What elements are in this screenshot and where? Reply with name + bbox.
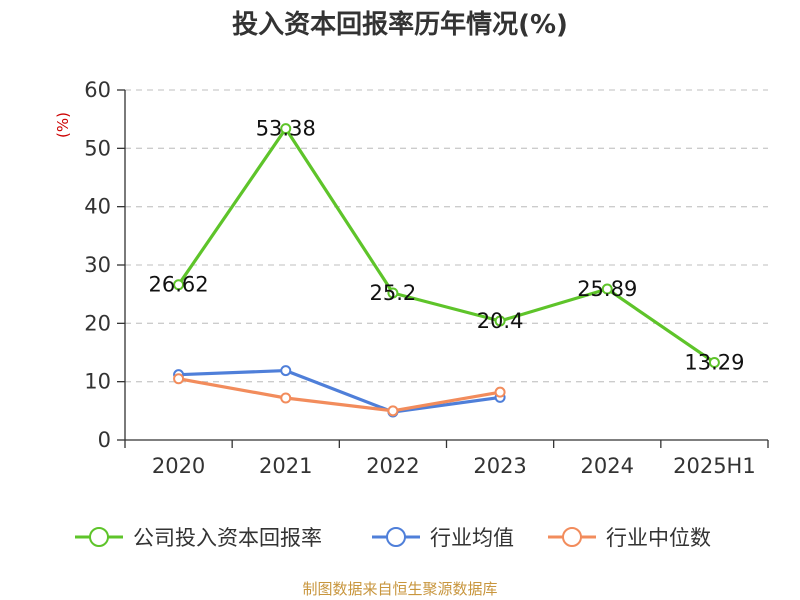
y-tick-label-30: 30	[84, 253, 111, 277]
series-line-0	[177, 127, 716, 364]
grid-lines	[125, 89, 768, 383]
series-point-0-3	[494, 315, 506, 327]
x-tick-label-2020: 2020	[152, 454, 205, 478]
legend-marker-2	[562, 527, 582, 547]
series-point-0-0	[173, 279, 185, 291]
data-label-2024: 25.89	[577, 277, 637, 301]
data-label-2020: 26.62	[149, 273, 209, 297]
series-layer	[173, 123, 720, 418]
series-point-2-1	[280, 392, 292, 404]
y-tick-label-10: 10	[84, 370, 111, 394]
x-tick-label-2022: 2022	[366, 454, 419, 478]
x-tick-label-2025H1: 2025H1	[673, 454, 756, 478]
y-tick-label-40: 40	[84, 195, 111, 219]
y-tick-label-50: 50	[84, 136, 111, 160]
series-point-2-3	[494, 386, 506, 398]
series-point-2-2	[387, 405, 399, 417]
series-point-0-4	[601, 283, 613, 295]
legend-label-0: 公司投入资本回报率	[133, 526, 322, 550]
series-point-0-1	[280, 123, 292, 135]
data-label-2025H1: 13.29	[684, 350, 744, 374]
legend-label-1: 行业均值	[430, 526, 514, 550]
y-tick-label-60: 60	[84, 78, 111, 102]
data-label-2022: 25.2	[370, 281, 417, 305]
y-axis-unit: (%)	[54, 112, 72, 138]
series-line-2	[178, 377, 501, 413]
axes: 0 10 20 30 40 50 60 2020 2021 2022 2023 2024 2025H1	[84, 78, 769, 478]
x-tick-label-2024: 2024	[581, 454, 634, 478]
data-label-2023: 20.4	[477, 309, 524, 333]
y-tick-label-20: 20	[84, 311, 111, 335]
series-line-1	[178, 368, 501, 414]
legend-marker-1	[386, 527, 406, 547]
series-point-0-5	[708, 356, 720, 368]
series-point-0-2	[387, 287, 399, 299]
source-note: 制图数据来自恒生聚源数据库	[302, 580, 497, 598]
data-label-2021: 53.38	[256, 117, 316, 141]
data-labels: 26.62 53.38 25.2 20.4 25.89 13.29	[149, 117, 745, 375]
legend-label-2: 行业中位数	[606, 526, 711, 550]
legend: 公司投入资本回报率 行业均值 行业中位数	[75, 526, 711, 550]
chart-title: 投入资本回报率历年情况(%)	[232, 9, 568, 40]
x-tick-label-2023: 2023	[473, 454, 526, 478]
legend-marker-0	[89, 527, 109, 547]
series-point-1-1	[280, 365, 292, 377]
y-tick-label-0: 0	[98, 428, 111, 452]
x-tick-label-2021: 2021	[259, 454, 312, 478]
series-point-2-0	[173, 373, 185, 385]
